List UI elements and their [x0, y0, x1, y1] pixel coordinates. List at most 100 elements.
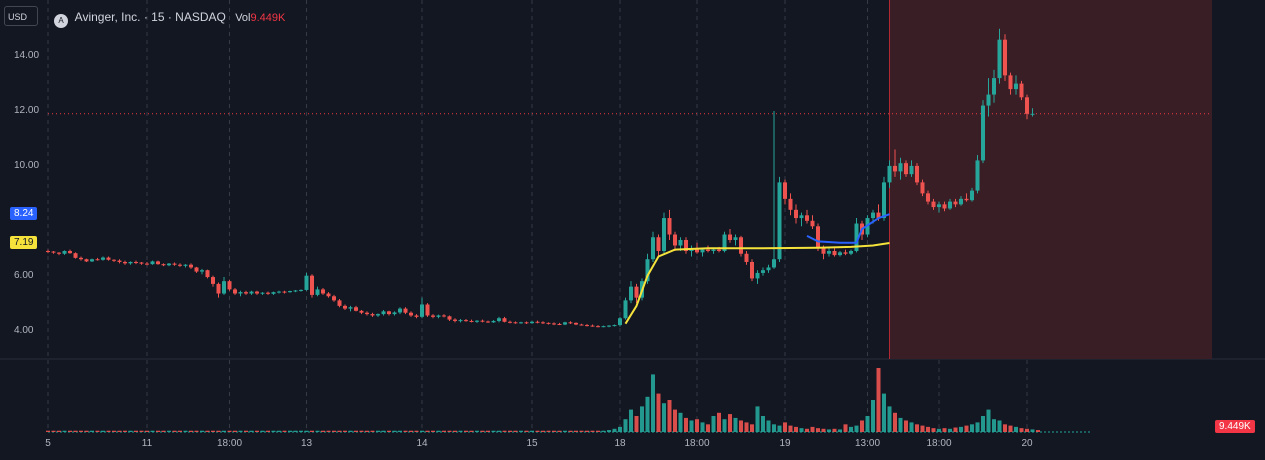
volume-bar — [453, 430, 457, 432]
volume-bar — [414, 430, 419, 432]
volume-bar — [370, 430, 375, 432]
volume-bar — [739, 420, 743, 432]
volume-bar — [612, 428, 617, 432]
candle-body — [706, 249, 710, 251]
candle-body — [937, 204, 941, 208]
volume-bar — [909, 422, 914, 432]
volume-bar — [876, 368, 881, 432]
volume-bar — [926, 426, 930, 432]
volume-bar — [656, 393, 661, 432]
volume-bar — [651, 374, 655, 432]
volume-bar — [1008, 425, 1013, 432]
price-tick-label: 10.00 — [14, 159, 40, 171]
candle-body — [645, 259, 650, 282]
candle-body — [403, 308, 408, 313]
volume-bar — [513, 430, 518, 432]
candle-body — [722, 234, 727, 251]
candle-body — [667, 218, 672, 235]
candle-body — [431, 315, 435, 317]
candle-body — [546, 322, 551, 324]
volume-bar — [222, 430, 226, 432]
candle-body — [508, 321, 512, 323]
volume-bar — [821, 428, 826, 432]
candle-body — [343, 305, 347, 309]
candle-body — [607, 325, 611, 327]
volume-bar — [365, 430, 369, 432]
volume-bar — [629, 409, 633, 432]
candle-body — [739, 237, 743, 254]
volume-bar — [805, 428, 809, 432]
candle-body — [134, 261, 138, 263]
volume-bar — [535, 430, 540, 432]
candle-body — [557, 323, 562, 325]
volume-bar — [508, 430, 512, 432]
candle-body — [480, 320, 485, 322]
candle-body — [409, 312, 413, 316]
volume-bar — [904, 420, 908, 432]
volume-bar — [68, 430, 72, 432]
candle-body — [288, 291, 292, 293]
time-tick-label: 13 — [300, 438, 313, 449]
volume-bar — [73, 430, 78, 432]
candle-body — [491, 320, 496, 323]
volume-bar — [90, 430, 94, 432]
candle-body — [623, 300, 628, 319]
candle-body — [629, 286, 633, 301]
volume-bar — [321, 430, 325, 432]
volume-value: 9.449K — [250, 12, 286, 24]
candle-body — [464, 320, 468, 322]
volume-bar — [51, 430, 56, 432]
candle-body — [794, 209, 798, 219]
candle-body — [46, 250, 50, 252]
candle-body — [997, 39, 1002, 79]
volume-bar — [161, 430, 166, 432]
volume-bar — [832, 428, 837, 432]
candle-body — [915, 165, 919, 183]
volume-bar — [304, 430, 309, 432]
candle-body — [585, 325, 589, 327]
volume-bar — [1014, 426, 1018, 432]
volume-bar — [464, 430, 468, 432]
symbol-line[interactable]: Avinger, Inc. · 15 · NASDAQ — [74, 10, 226, 24]
volume-bar — [640, 406, 644, 432]
volume-bar — [480, 430, 485, 432]
volume-bar — [387, 430, 391, 432]
volume-bar — [783, 422, 787, 432]
candle-body — [1003, 39, 1007, 76]
candle-body — [761, 270, 765, 273]
candle-body — [387, 311, 391, 315]
currency-button[interactable]: USD — [4, 6, 38, 26]
volume-bar — [860, 420, 864, 432]
volume-bar — [271, 430, 276, 432]
candle-body — [524, 322, 529, 324]
candle-body — [167, 263, 171, 266]
candle-body — [57, 252, 61, 254]
candle-body — [541, 322, 545, 324]
candle-body — [992, 78, 996, 95]
candle-body — [337, 300, 342, 306]
volume-bar — [816, 428, 820, 432]
candle-body — [678, 240, 683, 246]
candle-body — [601, 326, 606, 328]
candle-body — [964, 198, 969, 201]
candle-body — [420, 304, 424, 317]
volume-bar — [1030, 429, 1035, 432]
candle-body — [189, 264, 193, 268]
volume-bar — [150, 430, 155, 432]
candle-body — [953, 201, 958, 205]
candle-body — [832, 250, 837, 256]
candle-body — [359, 310, 364, 313]
candle-body — [744, 253, 749, 262]
candle-body — [959, 198, 963, 205]
candle-body — [684, 240, 688, 251]
volume-bar — [497, 430, 501, 432]
volume-bar — [95, 430, 100, 432]
candle-body — [200, 270, 204, 272]
volume-bar — [172, 430, 177, 432]
volume-bar — [326, 430, 331, 432]
candle-body — [530, 321, 534, 324]
candle-body — [425, 304, 430, 316]
candle-body — [293, 290, 298, 292]
